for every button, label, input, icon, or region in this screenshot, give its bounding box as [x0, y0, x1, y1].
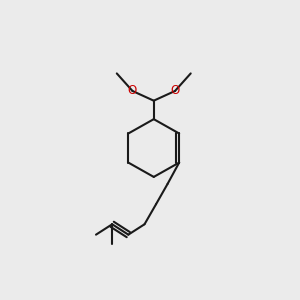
Text: O: O [128, 85, 137, 98]
Text: O: O [170, 85, 180, 98]
